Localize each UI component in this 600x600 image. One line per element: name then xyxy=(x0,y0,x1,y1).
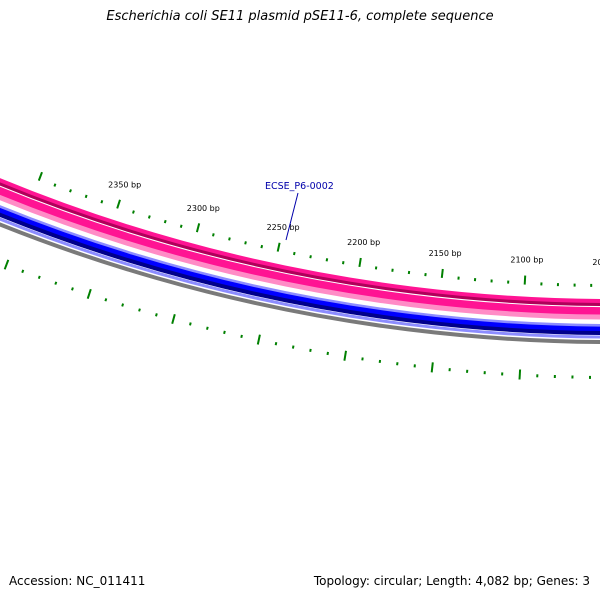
summary-text: Topology: circular; Length: 4,082 bp; Ge… xyxy=(313,574,590,588)
outer-major-tick xyxy=(116,199,121,209)
inner-major-tick xyxy=(430,362,434,373)
gene-label-leader xyxy=(285,192,299,241)
ruler-labels: 2350 bp 2300 bp 2250 bp 2200 bp 2150 bp 2100 … xyxy=(108,180,600,267)
outer-minor-tick xyxy=(244,241,247,245)
outer-minor-tick xyxy=(69,189,72,193)
reverse-strand-edge xyxy=(0,217,600,339)
ruler-label: 2150 bp xyxy=(429,249,462,258)
inner-major-tick xyxy=(518,369,522,380)
outer-minor-tick xyxy=(53,183,57,187)
inner-minor-tick xyxy=(291,345,295,349)
inner-major-tick xyxy=(256,334,261,345)
map-title: Escherichia coli SE11 plasmid pSE11-6, c… xyxy=(106,9,494,24)
outer-minor-tick xyxy=(84,194,88,199)
forward-strand xyxy=(0,186,600,317)
inner-minor-tick xyxy=(189,322,192,326)
ruler-label: 2350 bp xyxy=(108,180,141,189)
inner-minor-tick xyxy=(21,269,25,274)
gene-label[interactable]: ECSE_P6-0002 xyxy=(265,181,334,192)
outer-minor-tick xyxy=(325,258,329,262)
ruler-label: 2050 bp xyxy=(592,258,600,267)
inner-minor-tick xyxy=(138,308,141,312)
inner-minor-tick xyxy=(71,287,74,291)
forward-strand-core xyxy=(0,177,600,303)
inner-major-tick xyxy=(171,313,176,325)
outer-minor-tick xyxy=(228,237,231,241)
inner-minor-tick xyxy=(121,303,125,307)
outer-minor-tick xyxy=(179,224,183,228)
ruler-label: 2300 bp xyxy=(187,204,220,213)
backbone-ring xyxy=(0,222,600,344)
outer-minor-tick xyxy=(309,255,312,259)
inner-minor-tick xyxy=(240,334,243,339)
inner-minor-tick xyxy=(37,275,41,280)
outer-major-tick xyxy=(358,257,362,268)
inner-minor-tick xyxy=(104,298,108,302)
inner-minor-tick xyxy=(274,342,278,346)
outer-major-tick xyxy=(37,171,43,181)
inner-minor-tick xyxy=(309,348,312,352)
accession-text: Accession: NC_011411 xyxy=(9,574,146,588)
ruler-label: 2200 bp xyxy=(347,238,380,247)
inner-minor-tick xyxy=(155,313,158,317)
inner-major-tick xyxy=(86,288,92,300)
reverse-strand-core xyxy=(0,212,600,335)
outer-major-tick xyxy=(440,268,444,279)
outer-minor-tick xyxy=(342,261,345,265)
inner-minor-tick xyxy=(54,281,58,285)
inner-major-tick xyxy=(3,259,10,270)
inner-minor-tick xyxy=(223,330,226,335)
ruler-label: 2250 bp xyxy=(267,223,300,232)
outer-minor-tick xyxy=(147,215,151,219)
inner-minor-tick xyxy=(326,351,329,356)
outer-major-tick xyxy=(523,275,527,285)
outer-ruler-ticks xyxy=(37,171,593,287)
inner-ruler-ticks xyxy=(3,259,591,380)
inner-major-tick xyxy=(343,350,347,361)
outer-minor-tick xyxy=(293,251,296,256)
reverse-strand xyxy=(0,207,600,334)
outer-major-tick xyxy=(195,223,201,233)
strand-arcs xyxy=(0,0,600,344)
ruler-label: 2100 bp xyxy=(510,256,543,265)
outer-minor-tick xyxy=(260,244,264,249)
outer-major-tick xyxy=(276,242,281,252)
inner-minor-tick xyxy=(206,326,209,330)
outer-minor-tick xyxy=(212,233,215,237)
forward-strand-highlight xyxy=(0,194,600,320)
strand-gap xyxy=(0,0,600,322)
outer-minor-tick xyxy=(132,210,135,214)
outer-minor-tick xyxy=(100,200,104,204)
reverse-strand-highlight xyxy=(0,204,600,328)
outer-minor-tick xyxy=(163,219,167,224)
